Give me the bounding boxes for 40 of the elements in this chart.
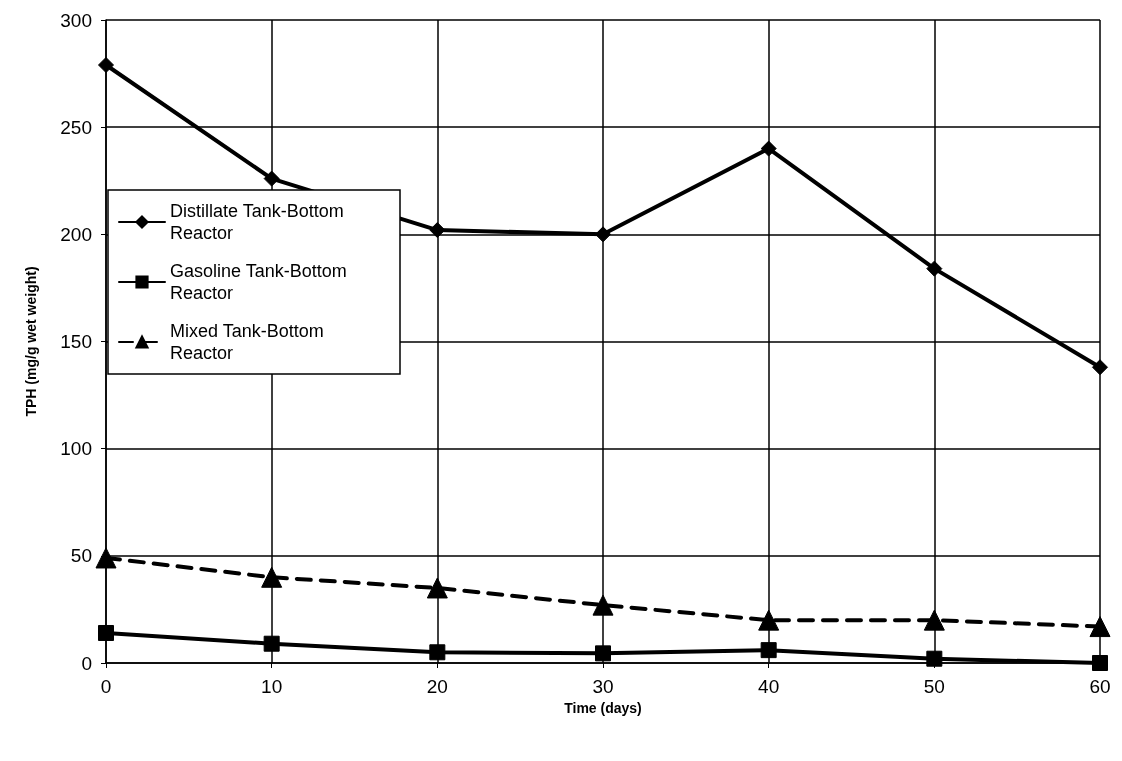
legend-label: Mixed Tank-Bottom Reactor: [170, 321, 329, 363]
y-tick-label: 150: [60, 331, 92, 352]
point: [263, 635, 280, 652]
y-tick-label: 300: [60, 9, 92, 31]
point: [592, 594, 614, 616]
x-tick-label: 40: [758, 676, 780, 697]
y-tick-label: 250: [60, 116, 92, 138]
x-tick-label: 0: [100, 676, 112, 697]
point: [1089, 616, 1111, 638]
point: [760, 642, 777, 659]
point: [1092, 359, 1108, 376]
point: [263, 170, 280, 187]
x-tick-label: 50: [923, 676, 945, 697]
point: [95, 547, 117, 569]
point: [758, 609, 780, 631]
point: [261, 566, 283, 588]
x-tick-label: 20: [426, 676, 448, 697]
x-tick-label: 10: [261, 676, 283, 697]
legend-label: Distillate Tank-Bottom Reactor: [170, 201, 349, 243]
point: [429, 644, 446, 661]
point: [926, 650, 943, 667]
y-tick-label: 100: [60, 438, 92, 460]
point: [429, 222, 446, 239]
y-tick-label: 0: [81, 652, 92, 674]
x-axis-title: Time (days): [564, 700, 642, 716]
point: [595, 645, 611, 662]
legend-label: Gasoline Tank-Bottom Reactor: [170, 261, 352, 303]
point: [98, 624, 114, 641]
point: [595, 226, 611, 243]
point: [926, 260, 943, 277]
x-tick-label: 30: [592, 676, 614, 697]
y-axis-title: TPH (mg/g wet weight): [23, 266, 39, 417]
point: [760, 140, 777, 157]
point: [1092, 655, 1108, 671]
x-tick-label: 60: [1089, 676, 1111, 697]
point: [923, 609, 945, 631]
point: [98, 57, 114, 74]
y-tick-label: 200: [60, 223, 92, 245]
y-tick-label: 50: [70, 545, 92, 567]
point: [426, 577, 448, 599]
